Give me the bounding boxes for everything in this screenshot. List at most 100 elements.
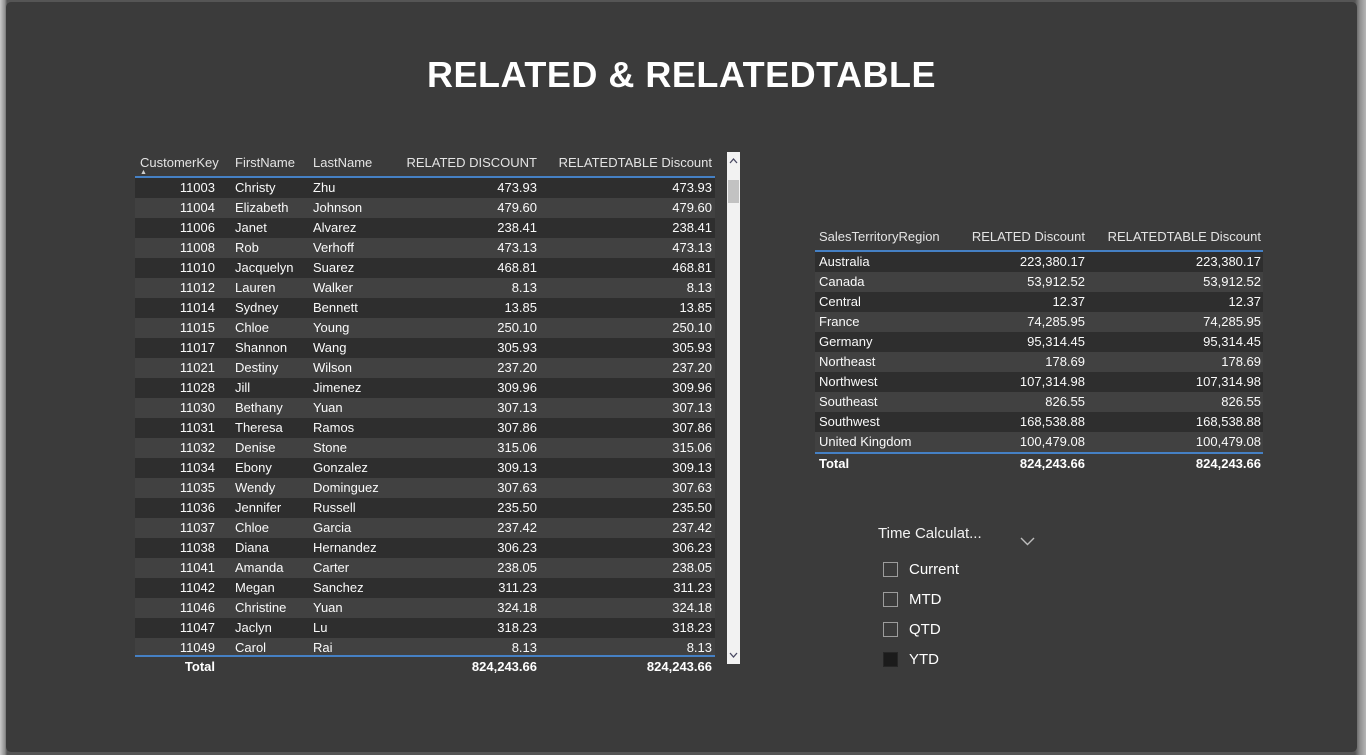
table-row[interactable]: 11012 Lauren Walker 8.13 8.13 <box>135 278 715 298</box>
cell-related-discount: 307.13 <box>497 400 537 415</box>
table-row[interactable]: 11047 Jaclyn Lu 318.23 318.23 <box>135 618 715 638</box>
cell-region: Northwest <box>819 374 878 389</box>
table-row[interactable]: 11004 Elizabeth Johnson 479.60 479.60 <box>135 198 715 218</box>
cell-lastname: Wang <box>313 340 347 355</box>
table-row[interactable]: 11017 Shannon Wang 305.93 305.93 <box>135 338 715 358</box>
table-row[interactable]: 11046 Christine Yuan 324.18 324.18 <box>135 598 715 618</box>
scroll-down-icon[interactable] <box>727 648 740 662</box>
cell-lastname: Gonzalez <box>313 460 368 475</box>
cell-firstname: Carol <box>235 640 267 655</box>
table-row[interactable]: 11032 Denise Stone 315.06 315.06 <box>135 438 715 458</box>
cell-region: Northeast <box>819 354 876 369</box>
checkbox[interactable] <box>883 561 898 577</box>
table-row[interactable]: 11010 Jacquelyn Suarez 468.81 468.81 <box>135 258 715 278</box>
table-row[interactable]: Germany 95,314.45 95,314.45 <box>815 332 1263 352</box>
cell-relatedtable-discount: 473.13 <box>672 240 712 255</box>
cell-customerkey: 11003 <box>179 180 215 195</box>
cell-relatedtable-discount: 168,538.88 <box>1195 414 1261 429</box>
table-row[interactable]: 11041 Amanda Carter 238.05 238.05 <box>135 558 715 578</box>
column-header-lastname[interactable]: LastName <box>313 155 373 170</box>
cell-firstname: Megan <box>235 580 275 595</box>
table-row[interactable]: 11031 Theresa Ramos 307.86 307.86 <box>135 418 715 438</box>
total-spacer <box>303 657 385 677</box>
table-row[interactable]: 11008 Rob Verhoff 473.13 473.13 <box>135 238 715 258</box>
cell-lastname: Hernandez <box>313 540 377 555</box>
slicer-item[interactable]: YTD <box>878 644 1108 674</box>
checkbox[interactable] <box>883 621 898 637</box>
table-row[interactable]: 11030 Bethany Yuan 307.13 307.13 <box>135 398 715 418</box>
cell-customerkey: 11028 <box>179 380 215 395</box>
cell-customerkey: 11010 <box>179 260 215 275</box>
table-row[interactable]: 11038 Diana Hernandez 306.23 306.23 <box>135 538 715 558</box>
table-row[interactable]: France 74,285.95 74,285.95 <box>815 312 1263 332</box>
column-header-related-discount[interactable]: RELATED DISCOUNT <box>406 155 538 170</box>
region-table-body: Australia 223,380.17 223,380.17 Canada 5… <box>815 252 1263 452</box>
cell-firstname: Jaclyn <box>235 620 272 635</box>
slicer-title[interactable]: Time Calculat... <box>878 525 982 542</box>
slicer-item[interactable]: QTD <box>878 614 1108 644</box>
table-row[interactable]: Southeast 826.55 826.55 <box>815 392 1263 412</box>
cell-region: United Kingdom <box>819 434 912 449</box>
table-row[interactable]: Australia 223,380.17 223,380.17 <box>815 252 1263 272</box>
table-row[interactable]: Northeast 178.69 178.69 <box>815 352 1263 372</box>
column-header-customerkey[interactable]: CustomerKey ▲ <box>135 152 225 176</box>
cell-firstname: Elizabeth <box>235 200 289 215</box>
cell-lastname: Ramos <box>313 420 355 435</box>
cell-firstname: Christine <box>235 600 287 615</box>
cell-relatedtable-discount: 235.50 <box>672 500 712 515</box>
cell-lastname: Johnson <box>313 200 363 215</box>
column-header-related-discount[interactable]: RELATED Discount <box>971 229 1085 244</box>
table-row[interactable]: 11015 Chloe Young 250.10 250.10 <box>135 318 715 338</box>
table-row[interactable]: 11035 Wendy Dominguez 307.63 307.63 <box>135 478 715 498</box>
cell-relatedtable-discount: 311.23 <box>673 580 712 595</box>
column-header-relatedtable-discount[interactable]: RELATEDTABLE Discount <box>558 155 712 170</box>
table-row[interactable]: 11042 Megan Sanchez 311.23 311.23 <box>135 578 715 598</box>
table-row[interactable]: 11028 Jill Jimenez 309.96 309.96 <box>135 378 715 398</box>
column-header-relatedtable-discount[interactable]: RELATEDTABLE Discount <box>1107 229 1261 244</box>
column-header-salesterritoryregion[interactable]: SalesTerritoryRegion <box>819 229 940 244</box>
table-row[interactable]: 11021 Destiny Wilson 237.20 237.20 <box>135 358 715 378</box>
slicer-item-label: YTD <box>909 650 939 668</box>
slicer-item[interactable]: Current <box>878 554 1108 584</box>
customer-table-body: 11003 Christy Zhu 473.93 473.93 11004 El… <box>135 178 715 655</box>
cell-firstname: Wendy <box>235 480 276 495</box>
table-row[interactable]: 11037 Chloe Garcia 237.42 237.42 <box>135 518 715 538</box>
scroll-up-icon[interactable] <box>727 154 740 168</box>
table-row[interactable]: Central 12.37 12.37 <box>815 292 1263 312</box>
cell-relatedtable-discount: 309.96 <box>672 380 712 395</box>
table-row[interactable]: 11006 Janet Alvarez 238.41 238.41 <box>135 218 715 238</box>
cell-relatedtable-discount: 307.63 <box>672 480 712 495</box>
table-row[interactable]: 11049 Carol Rai 8.13 8.13 <box>135 638 715 655</box>
cell-related-discount: 53,912.52 <box>1027 274 1085 289</box>
chevron-down-icon[interactable] <box>1020 530 1035 554</box>
customer-table-scrollbar[interactable] <box>727 152 740 664</box>
cell-related-discount: 307.63 <box>497 480 537 495</box>
cell-region: Southeast <box>819 394 878 409</box>
checkbox[interactable] <box>883 591 898 607</box>
column-header-firstname[interactable]: FirstName <box>235 155 295 170</box>
cell-related-discount: 13.85 <box>504 300 537 315</box>
cell-customerkey: 11031 <box>179 420 215 435</box>
cell-related-discount: 223,380.17 <box>1019 254 1085 269</box>
table-row[interactable]: 11034 Ebony Gonzalez 309.13 309.13 <box>135 458 715 478</box>
cell-related-discount: 8.13 <box>511 280 537 295</box>
table-row[interactable]: 11014 Sydney Bennett 13.85 13.85 <box>135 298 715 318</box>
table-row[interactable]: Northwest 107,314.98 107,314.98 <box>815 372 1263 392</box>
table-row[interactable]: Canada 53,912.52 53,912.52 <box>815 272 1263 292</box>
cell-relatedtable-discount: 8.13 <box>686 640 712 655</box>
table-row[interactable]: 11003 Christy Zhu 473.93 473.93 <box>135 178 715 198</box>
cell-customerkey: 11034 <box>179 460 215 475</box>
scrollbar-thumb[interactable] <box>728 180 739 203</box>
table-row[interactable]: United Kingdom 100,479.08 100,479.08 <box>815 432 1263 452</box>
cell-customerkey: 11046 <box>179 600 215 615</box>
slicer-item[interactable]: MTD <box>878 584 1108 614</box>
cell-customerkey: 11021 <box>179 360 215 375</box>
checkbox[interactable] <box>883 651 898 667</box>
total-relatedtable-discount: 824,243.66 <box>646 659 712 674</box>
table-row[interactable]: Southwest 168,538.88 168,538.88 <box>815 412 1263 432</box>
cell-customerkey: 11036 <box>179 500 215 515</box>
cell-related-discount: 306.23 <box>497 540 537 555</box>
cell-lastname: Yuan <box>313 400 343 415</box>
table-row[interactable]: 11036 Jennifer Russell 235.50 235.50 <box>135 498 715 518</box>
cell-relatedtable-discount: 237.42 <box>672 520 712 535</box>
